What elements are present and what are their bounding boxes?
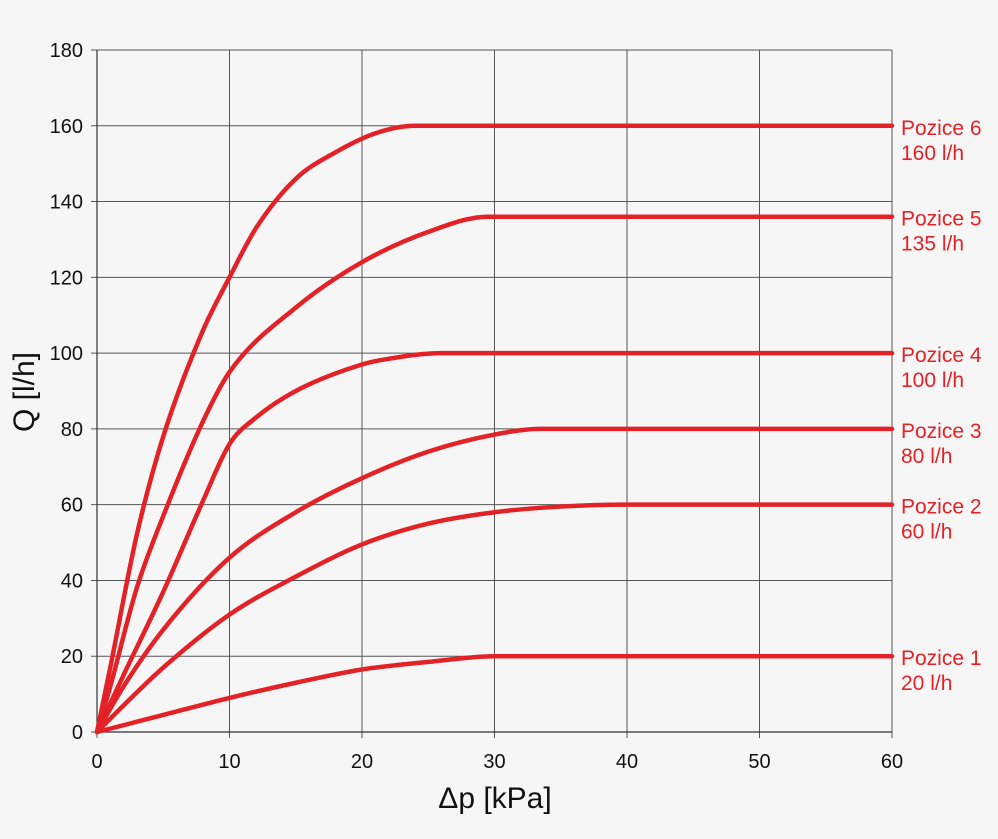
- series-flow-label: 80 l/h: [901, 445, 952, 468]
- y-tick-label: 20: [61, 646, 83, 668]
- series-line-pozice-4: [94, 350, 895, 735]
- y-tick-label: 0: [72, 722, 83, 744]
- series-lines: [94, 123, 895, 735]
- series-flow-label: 20 l/h: [901, 672, 952, 695]
- x-axis-label: Δp [kPa]: [438, 782, 551, 815]
- series-line-pozice-5: [94, 214, 895, 735]
- series-line-pozice-1: [94, 653, 895, 735]
- y-tick-label: 120: [50, 267, 83, 289]
- series-name-label: Pozice 3: [901, 420, 982, 443]
- x-tick-label: 10: [218, 751, 240, 773]
- x-tick-label: 30: [483, 751, 505, 773]
- y-tick-label: 60: [61, 495, 83, 517]
- y-tick-label: 100: [50, 343, 83, 365]
- y-axis-ticks: 0 20 40 60 80 100 120 140 160 180: [50, 40, 83, 744]
- y-tick-label: 80: [61, 419, 83, 441]
- y-tick-label: 180: [50, 40, 83, 62]
- x-tick-label: 60: [881, 751, 903, 773]
- series-name-label: Pozice 5: [901, 208, 982, 231]
- series-line-pozice-6: [94, 123, 895, 735]
- plot-frame: [96, 50, 892, 733]
- series-name-label: Pozice 4: [901, 344, 982, 367]
- series-name-label: Pozice 6: [901, 117, 982, 140]
- x-axis-ticks: 0 10 20 30 40 50 60: [91, 751, 903, 773]
- series-flow-label: 100 l/h: [901, 369, 964, 392]
- y-tick-label: 40: [61, 570, 83, 592]
- series-name-label: Pozice 2: [901, 496, 982, 519]
- x-tick-label: 0: [91, 751, 102, 773]
- series-name-label: Pozice 1: [901, 647, 982, 670]
- series-line-pozice-2: [94, 502, 895, 735]
- y-axis-label: Q [l/h]: [8, 352, 41, 432]
- grid: [91, 49, 893, 738]
- series-flow-label: 160 l/h: [901, 142, 964, 165]
- series-flow-label: 135 l/h: [901, 233, 964, 256]
- x-tick-label: 40: [616, 751, 638, 773]
- series-labels: Pozice 120 l/h Pozice 260 l/h Pozice 380 l…: [901, 117, 982, 695]
- series-flow-label: 60 l/h: [901, 521, 952, 544]
- y-tick-label: 140: [50, 192, 83, 214]
- x-tick-label: 50: [748, 751, 770, 773]
- series-line-pozice-3: [94, 426, 895, 735]
- y-tick-label: 160: [50, 116, 83, 138]
- x-tick-label: 20: [351, 751, 373, 773]
